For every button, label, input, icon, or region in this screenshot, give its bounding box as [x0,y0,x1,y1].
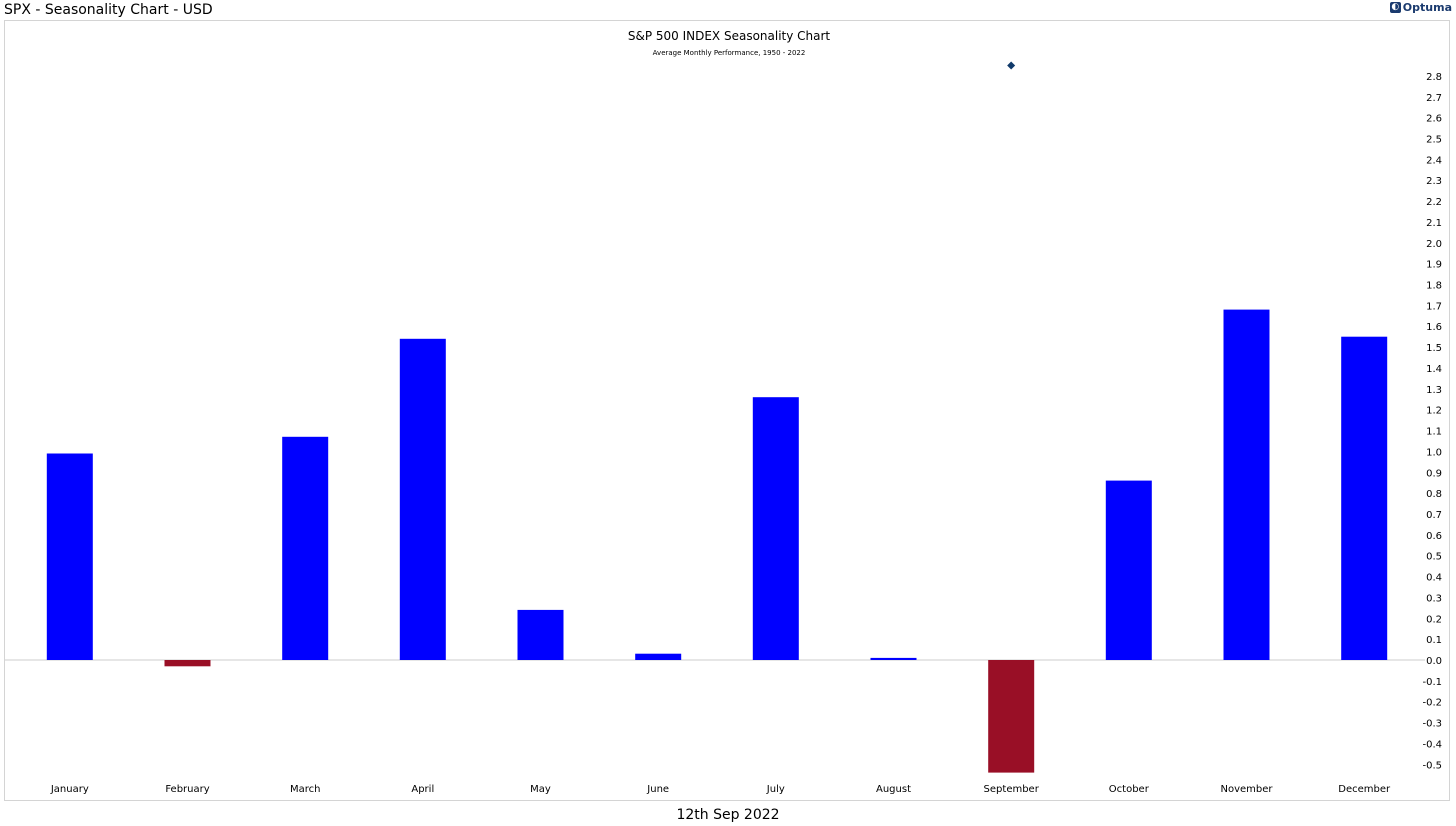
x-tick-label: October [1109,784,1150,795]
x-axis-labels: January February March April May June July Augu… [50,784,1391,795]
chart-title: S&P 500 INDEX Seasonality Chart [628,29,831,43]
y-tick-label: 1.4 [1426,364,1442,375]
bar-november [1223,309,1270,660]
seasonality-chart: S&P 500 INDEX Seasonality Chart Average … [5,29,1442,795]
y-tick-label: 1.8 [1426,281,1442,292]
y-tick-label: 0.7 [1426,510,1442,521]
bar-december [1341,336,1388,660]
y-tick-label: 0.9 [1426,468,1442,479]
y-tick-label: 2.1 [1426,218,1442,229]
y-tick-label: 1.1 [1426,427,1442,438]
bar-april [399,338,446,660]
y-tick-label: 2.0 [1426,239,1442,250]
y-tick-label: -0.5 [1422,760,1442,771]
y-tick-label: 1.5 [1426,343,1442,354]
window-title: SPX - Seasonality Chart - USD [4,2,213,18]
footer-date: 12th Sep 2022 [676,807,780,823]
y-tick-label: 0.8 [1426,489,1442,500]
y-tick-label: -0.3 [1422,719,1442,730]
y-tick-label: 1.2 [1426,406,1442,417]
y-tick-label: -0.1 [1422,677,1442,688]
bar-october [1105,480,1152,660]
bar-may [517,609,564,660]
x-tick-label: July [766,784,785,795]
y-tick-label: 0.0 [1426,656,1442,667]
y-tick-label: 2.5 [1426,135,1442,146]
bar-january [46,453,93,660]
x-tick-label: May [530,784,551,795]
x-tick-label: August [876,784,911,795]
chart-subtitle: Average Monthly Performance, 1950 - 2022 [653,49,806,57]
y-tick-label: 2.8 [1426,72,1442,83]
x-tick-label: November [1220,784,1273,795]
y-tick-label: 0.6 [1426,531,1442,542]
y-tick-label: 0.1 [1426,635,1442,646]
x-tick-label: June [646,784,669,795]
y-tick-label: 0.4 [1426,573,1442,584]
current-month-marker [1007,61,1016,70]
brand-logo: ◐ Optuma [1389,1,1452,14]
bar-july [752,397,799,660]
x-tick-label: September [984,784,1040,795]
y-tick-label: 1.9 [1426,260,1442,271]
bars-group [5,61,1425,773]
y-tick-label: 0.3 [1426,593,1442,604]
y-tick-label: 2.2 [1426,197,1442,208]
bar-june [635,653,682,660]
y-tick-label: 2.4 [1426,155,1442,166]
y-tick-label: 2.6 [1426,114,1442,125]
optuma-logo-icon: ◐ [1389,2,1401,13]
y-tick-label: -0.2 [1422,698,1442,709]
y-tick-label: -0.4 [1422,739,1442,750]
x-tick-label: February [165,784,209,795]
x-tick-label: March [290,784,320,795]
y-tick-label: 1.3 [1426,385,1442,396]
y-axis-ticks: 2.8 2.7 2.6 2.5 2.4 2.3 2.2 2.1 2.0 1.9 1.8 1.7 1.6 1… [1422,72,1442,771]
brand-name: Optuma [1402,1,1452,14]
chart-frame: S&P 500 INDEX Seasonality Chart Average … [4,20,1450,801]
y-tick-label: 1.6 [1426,322,1442,333]
y-tick-label: 1.7 [1426,301,1442,312]
x-tick-label: January [50,784,89,795]
bar-august [870,657,917,660]
y-tick-label: 0.5 [1426,552,1442,563]
y-tick-label: 2.3 [1426,176,1442,187]
bar-february [164,660,211,667]
x-tick-label: December [1338,784,1391,795]
y-tick-label: 2.7 [1426,93,1442,104]
bar-march [282,436,329,660]
x-tick-label: April [411,784,434,795]
y-tick-label: 0.2 [1426,614,1442,625]
bar-september [988,660,1035,773]
y-tick-label: 1.0 [1426,447,1442,458]
